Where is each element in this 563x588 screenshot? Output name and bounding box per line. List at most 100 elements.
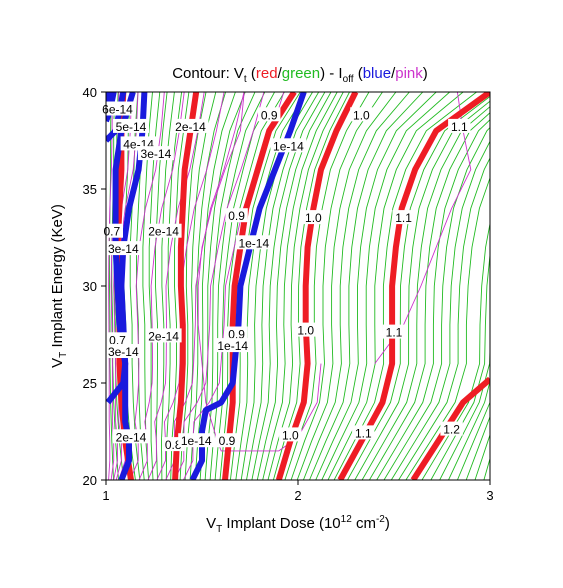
y-tick-label-2: 30: [83, 279, 97, 294]
ioff-label-bg-5: [105, 241, 142, 256]
ioff-label-7: 1e-14: [273, 139, 304, 153]
vt-label-bg-15: [440, 421, 463, 436]
vt-label-13: 1.1: [386, 326, 403, 340]
vt-label-9: 1.0: [297, 324, 314, 338]
vt-minor-contour-10: [184, 92, 217, 480]
vt-label-bg-6: [215, 433, 239, 448]
vt-label-6: 0.9: [219, 434, 236, 448]
vt-minor-contour-17: [219, 92, 285, 480]
vt-minor-contour-41: [383, 126, 490, 480]
contour-labels: 0.7 0.7 0.8 0.9 0.9 0.9 0.9 1.0 1.0 1.0 1.0 1.1 1.1 1…: [99, 101, 471, 452]
chart-title: Contour: Vt (red/green) - Ioff (blue/pin…: [172, 65, 428, 85]
ioff-label-13: 1e-14: [181, 434, 212, 448]
x-axis-label: VT Implant Dose (1012 cm-2): [206, 514, 390, 535]
ioff-label-bg-6: [145, 223, 182, 238]
vt-label-bg-3: [258, 107, 281, 122]
ioff-label-8: 1e-14: [238, 236, 269, 250]
vt-minor-contour-44: [405, 176, 490, 480]
vt-minor-contour-24: [262, 92, 338, 480]
vt-minor-contour-16: [214, 92, 275, 480]
ioff-label-11: 1e-14: [217, 339, 248, 353]
ioff-label-bg-1: [113, 118, 149, 133]
vt-minor-contour-28: [290, 92, 383, 480]
vt-contour-1.0: [275, 92, 359, 480]
vt-minor-contour-12: [194, 92, 236, 480]
vt-label-7: 1.0: [353, 108, 370, 122]
ioff-minor-contour-2: [147, 92, 205, 480]
vt-label-bg-8: [302, 210, 325, 225]
vt-minor-contour-21: [246, 92, 320, 480]
vt-label-3: 0.9: [261, 108, 278, 122]
plot-area: [106, 92, 563, 480]
x-tick-label-1: 2: [294, 488, 301, 503]
vt-label-bg-5: [225, 326, 248, 341]
vt-label-2: 0.8: [165, 438, 182, 452]
vt-minor-contour-27: [284, 92, 370, 480]
y-tick-label-0: 20: [83, 473, 97, 488]
vt-minor-contour-39: [369, 112, 490, 480]
vt-label-12: 1.1: [395, 211, 412, 225]
ioff-label-1: 5e-14: [116, 120, 147, 134]
vt-label-0: 0.7: [103, 225, 120, 239]
ioff-faint-contour-1: [374, 92, 472, 364]
ioff-label-4: 2e-14: [175, 120, 206, 134]
vt-minor-contour-43: [398, 157, 490, 480]
vt-label-15: 1.2: [443, 423, 460, 437]
vt-minor-contour-25: [267, 92, 344, 480]
vt-minor-contour-49: [456, 400, 490, 480]
vt-label-bg-13: [382, 324, 406, 339]
ioff-label-9: 3e-14: [108, 345, 139, 359]
ioff-label-bg-0: [99, 101, 136, 116]
vt-label-bg-9: [294, 322, 317, 337]
vt-minor-contour-48: [448, 379, 490, 480]
vt-minor-contour-8: [170, 92, 190, 480]
vt-minor-contour-19: [235, 92, 307, 480]
vt-label-1: 0.7: [109, 333, 126, 347]
vt-minor-contour-32: [315, 92, 437, 480]
vt-label-10: 1.0: [282, 428, 299, 442]
ioff-label-10: 2e-14: [148, 329, 179, 343]
vt-label-bg-10: [279, 427, 302, 442]
vt-contour-1.1: [337, 92, 490, 480]
ioff-label-6: 2e-14: [148, 225, 179, 239]
y-tick-label-1: 25: [83, 376, 97, 391]
axis-ticks: 1 2 3 20 25 30 35 40: [83, 85, 494, 503]
ioff-contour-3e-14: [106, 92, 136, 405]
ioff-label-bg-3: [137, 146, 174, 161]
vt-minor-contour-11: [189, 92, 227, 480]
ioff-label-12: 2e-14: [116, 430, 147, 444]
ioff-label-bg-11: [214, 338, 251, 353]
vt-minor-contour-55: [111, 92, 119, 480]
vt-minor-contour-26: [272, 92, 350, 480]
vt-minor-contour-23: [256, 92, 332, 480]
vt-minor-contour-38: [361, 106, 490, 480]
x-tick-label-0: 1: [102, 488, 109, 503]
ioff-label-bg-12: [113, 429, 149, 444]
vt-minor-contour-50: [465, 415, 490, 480]
vt-label-bg-11: [448, 118, 471, 133]
y-tick-label-4: 40: [83, 85, 97, 100]
ioff-label-bg-7: [270, 138, 307, 153]
vt-label-14: 1.1: [355, 426, 372, 440]
vt-minor-contour-45: [421, 221, 490, 480]
ioff-label-3: 3e-14: [141, 147, 172, 161]
y-axis-label: VT Implant Energy (KeV): [49, 204, 69, 368]
vt-minor-contour-53: [493, 92, 563, 480]
vt-minor-contour-47: [439, 336, 490, 480]
vt-minor-contour-22: [251, 92, 326, 480]
vt-minor-contour-31: [309, 92, 424, 480]
vt-label-bg-7: [350, 107, 373, 122]
ioff-label-bg-8: [235, 235, 272, 250]
vt-minor-contour-40: [376, 119, 490, 480]
vt-label-bg-1: [106, 332, 129, 347]
vt-minor-contour-36: [347, 95, 490, 480]
ioff-label-5: 3e-14: [108, 242, 139, 256]
vt-label-8: 1.0: [305, 211, 322, 225]
vt-minor-contour-33: [321, 92, 450, 480]
vt-minor-contour-9: [179, 92, 207, 480]
vt-label-bg-14: [352, 425, 375, 440]
ioff-label-bg-4: [172, 118, 209, 133]
vt-label-4: 0.9: [228, 209, 245, 223]
vt-minor-contour-37: [354, 100, 490, 480]
